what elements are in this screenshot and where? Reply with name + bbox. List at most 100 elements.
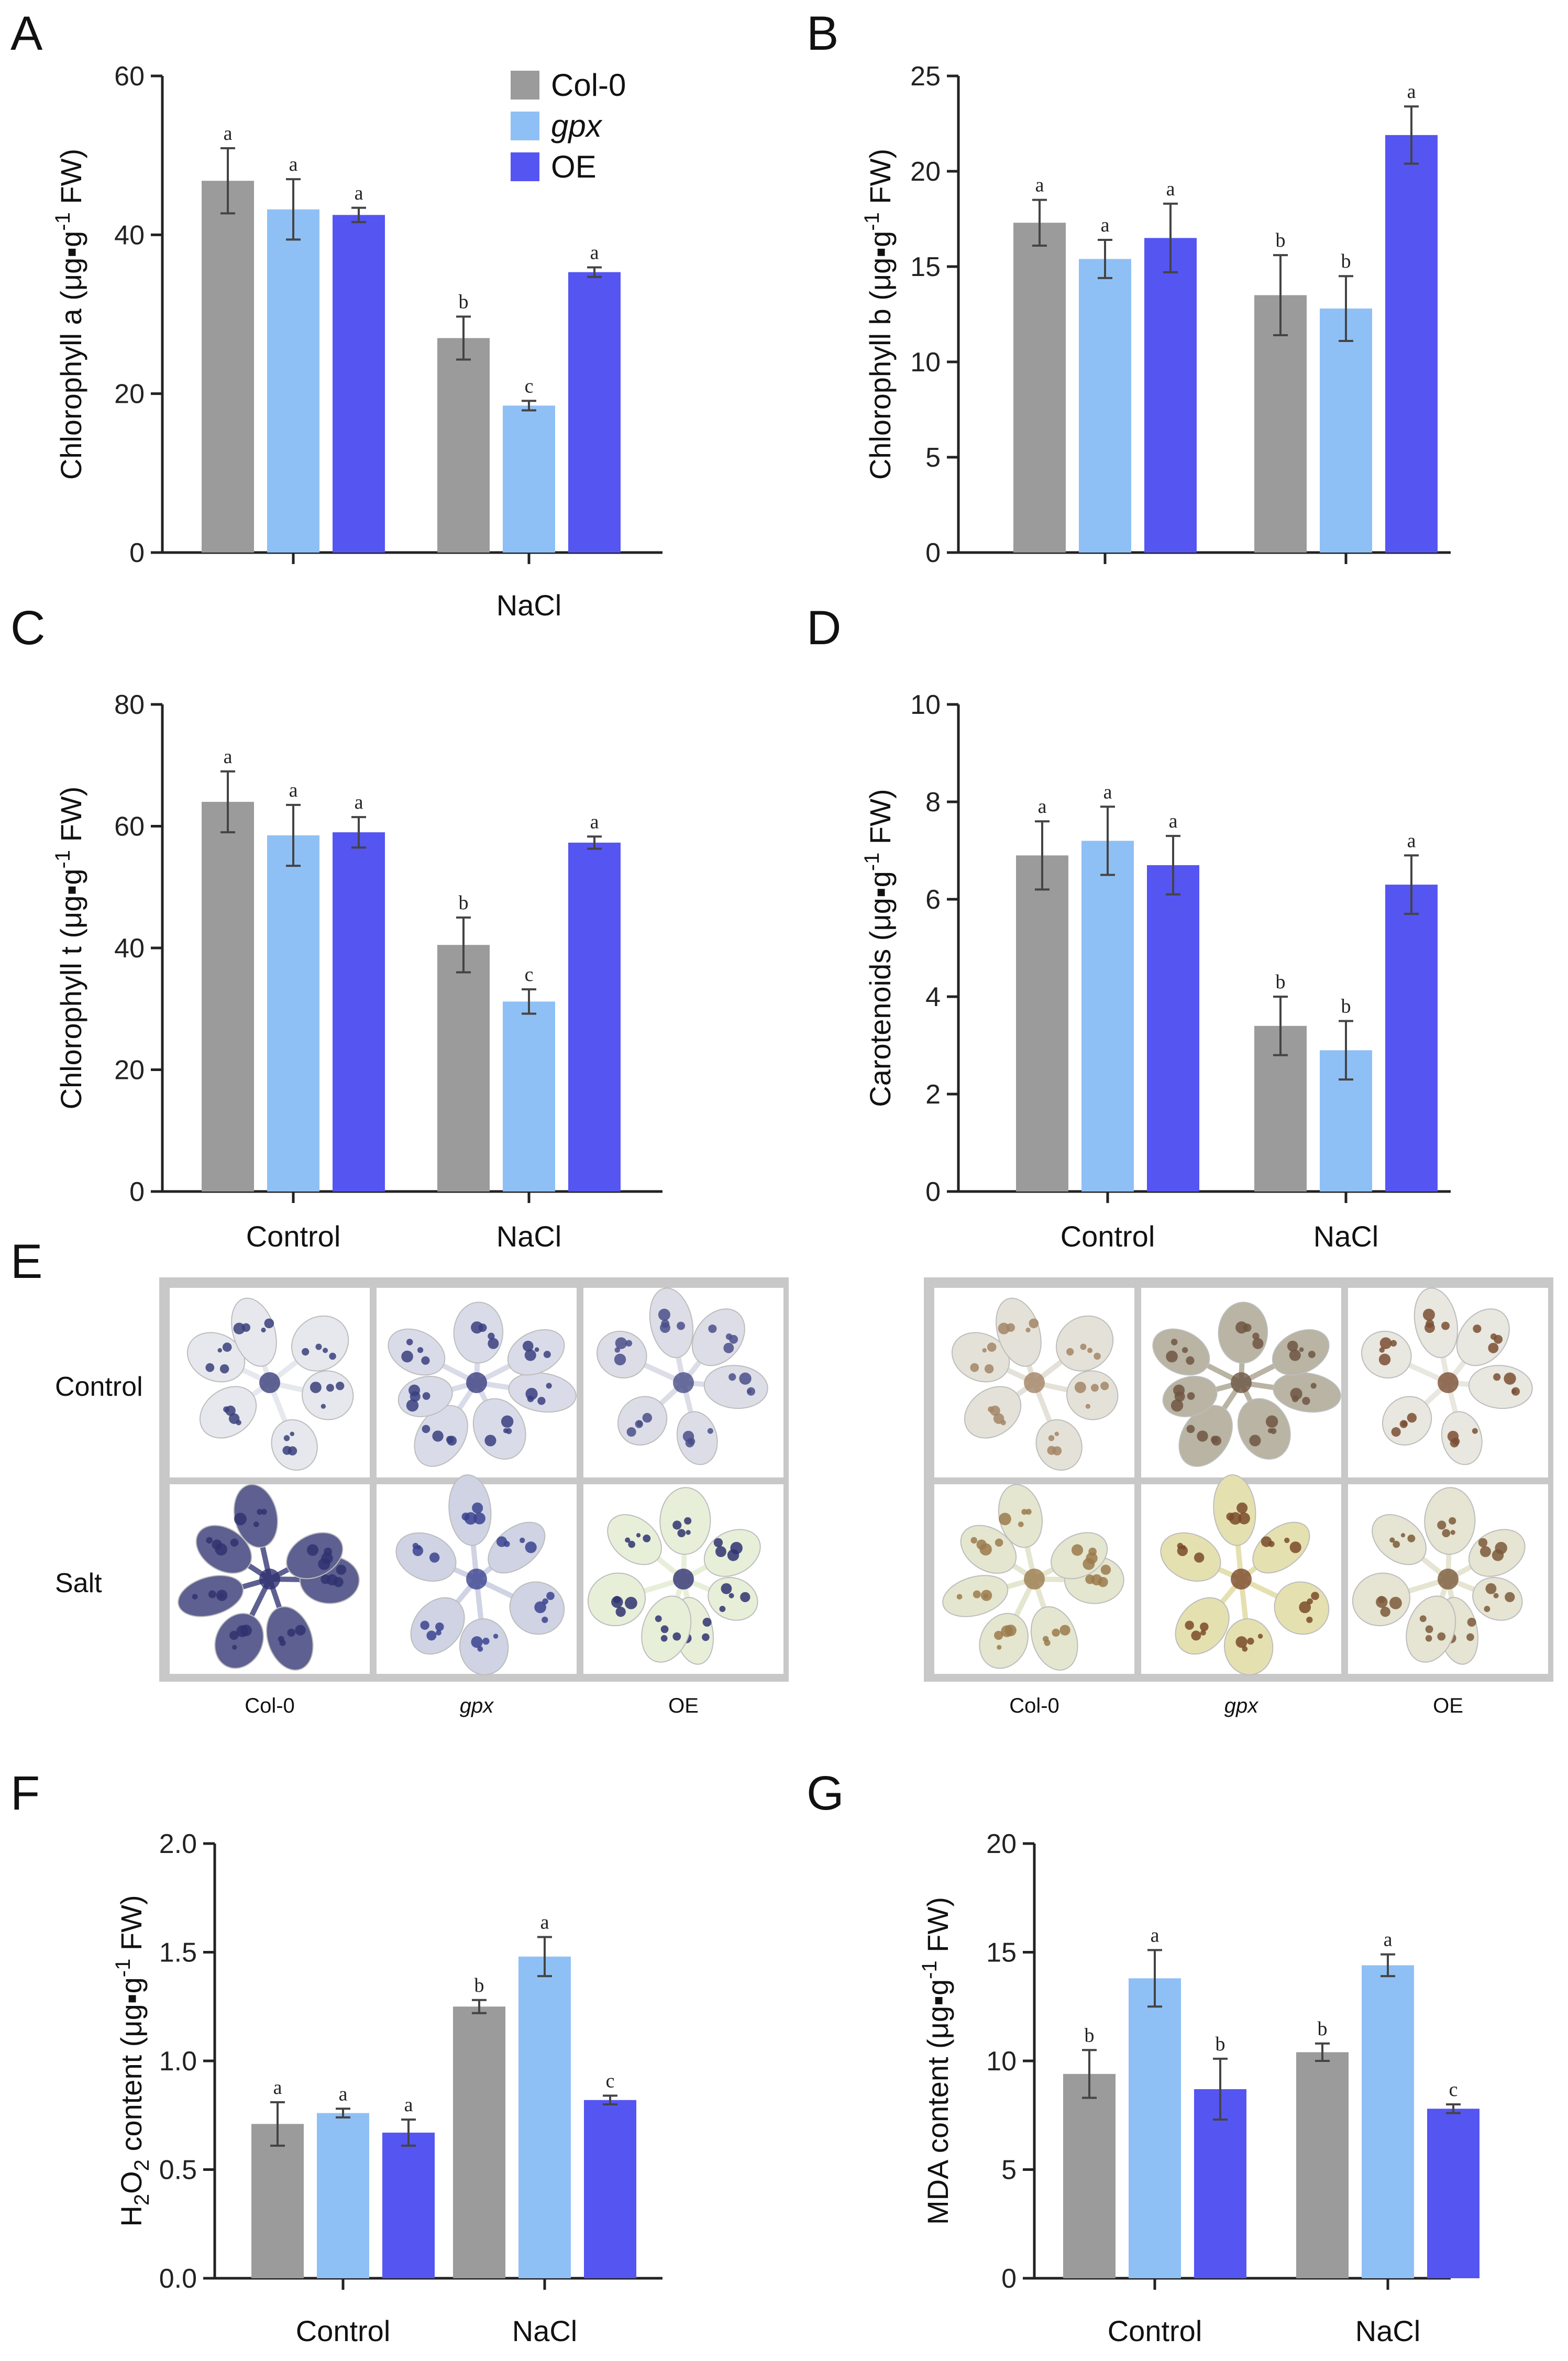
x-category-label: NaCl bbox=[496, 1220, 561, 1253]
stain-spot bbox=[1238, 1512, 1250, 1525]
stain-spot bbox=[1025, 1508, 1032, 1515]
leaf bbox=[1213, 1474, 1256, 1546]
stain-spot bbox=[473, 1512, 485, 1525]
stain-spot bbox=[1407, 1534, 1416, 1542]
leaf bbox=[507, 1329, 565, 1376]
chart-panel-f: F 0.0 0.5 1.0 1.5 2.0 Control NaCl a b a a a c H2O2 co… bbox=[10, 1767, 662, 2347]
stain-spot bbox=[336, 1382, 345, 1391]
rosette-center bbox=[1024, 1569, 1045, 1590]
stain-spot bbox=[426, 1630, 437, 1641]
stain-spot bbox=[702, 1617, 712, 1627]
stain-spot bbox=[1289, 1541, 1301, 1553]
leaf bbox=[676, 1411, 718, 1465]
stain-spot bbox=[739, 1372, 752, 1385]
stain-spot bbox=[503, 1541, 510, 1547]
stain-spot bbox=[1493, 1373, 1501, 1381]
y-tick-label: 15 bbox=[986, 1938, 1017, 1968]
stain-spot bbox=[321, 1404, 326, 1409]
stain-spot bbox=[1085, 1404, 1091, 1409]
stain-spot bbox=[702, 1633, 710, 1641]
legend-swatch bbox=[511, 71, 539, 100]
bar-col0-control bbox=[1063, 2073, 1116, 2278]
bar-col0-control bbox=[1016, 855, 1068, 1191]
stain-spot bbox=[1074, 1382, 1086, 1394]
y-tick-label: 2.0 bbox=[159, 1829, 197, 1859]
stain-spot bbox=[1377, 1596, 1385, 1604]
stain-spot bbox=[1290, 1387, 1302, 1400]
stain-spot bbox=[1307, 1598, 1313, 1605]
stain-spot bbox=[660, 1625, 669, 1634]
stain-spot bbox=[998, 1513, 1011, 1526]
stain-spot bbox=[661, 1319, 670, 1328]
y-tick-label: 20 bbox=[986, 1829, 1017, 1859]
stain-spot bbox=[1087, 1348, 1093, 1353]
panel-label-g: G bbox=[807, 1767, 844, 1820]
stain-spot bbox=[233, 1322, 245, 1334]
y-tick-label: 20 bbox=[910, 157, 941, 187]
significance-letter: a bbox=[355, 791, 363, 813]
stain-spot bbox=[970, 1537, 977, 1544]
stain-spot bbox=[1177, 1542, 1184, 1549]
y-tick-label: 8 bbox=[925, 787, 941, 818]
leaf bbox=[266, 1606, 314, 1671]
stain-spot bbox=[658, 1308, 670, 1321]
stain-spot bbox=[1419, 1615, 1427, 1623]
panel-label-d: D bbox=[807, 601, 841, 655]
stain-spot bbox=[719, 1606, 726, 1613]
stain-spot bbox=[236, 1625, 248, 1637]
panel-label-f: F bbox=[10, 1767, 40, 1820]
stain-spot bbox=[613, 1596, 621, 1604]
stain-spot bbox=[728, 1373, 736, 1381]
stain-spot bbox=[1236, 1502, 1248, 1514]
stain-spot bbox=[478, 1323, 487, 1332]
significance-letter: a bbox=[224, 746, 233, 768]
legend-swatch bbox=[511, 152, 539, 181]
x-category-label: Control bbox=[296, 2314, 391, 2347]
stain-spot bbox=[232, 1645, 237, 1650]
rosette-center bbox=[1231, 1372, 1252, 1393]
stain-spot bbox=[672, 1632, 681, 1641]
stain-spot bbox=[1054, 1431, 1059, 1437]
stain-spot bbox=[1452, 1438, 1460, 1445]
stain-spot bbox=[655, 1615, 662, 1623]
stain-spot bbox=[410, 1391, 421, 1402]
photo-caption: gpx bbox=[1224, 1694, 1259, 1717]
stain-spot bbox=[1437, 1520, 1446, 1530]
significance-letter: a bbox=[590, 811, 599, 833]
stain-spot bbox=[1001, 1625, 1013, 1637]
stain-spot bbox=[525, 1541, 537, 1553]
stain-spot bbox=[257, 1509, 263, 1515]
y-tick-label: 10 bbox=[910, 690, 941, 720]
stain-spot bbox=[1100, 1564, 1111, 1575]
leaf bbox=[1468, 1365, 1533, 1409]
stain-spot bbox=[217, 1348, 222, 1353]
bar-col0-nacl bbox=[1296, 2052, 1349, 2278]
x-category-label: NaCl bbox=[1313, 1220, 1378, 1253]
stain-spot bbox=[708, 1324, 717, 1333]
stain-spot bbox=[206, 1537, 213, 1544]
significance-letter: a bbox=[355, 182, 363, 204]
stain-spot bbox=[223, 1406, 229, 1413]
legend-swatch bbox=[511, 112, 539, 140]
stain-spot bbox=[546, 1383, 552, 1389]
stain-spot bbox=[1200, 1622, 1209, 1631]
stain-spot bbox=[973, 1590, 981, 1598]
bar-oe-nacl bbox=[1385, 135, 1438, 553]
stain-spot bbox=[323, 1348, 328, 1353]
rosette-center bbox=[1438, 1372, 1459, 1393]
stain-spot bbox=[283, 1435, 290, 1441]
stain-spot bbox=[488, 1332, 495, 1340]
stain-spot bbox=[956, 1594, 963, 1600]
stain-spot bbox=[1310, 1383, 1317, 1389]
bar-col0-nacl bbox=[1254, 295, 1307, 553]
stain-spot bbox=[472, 1502, 483, 1514]
stain-spot bbox=[1287, 1340, 1298, 1352]
stain-spot bbox=[261, 1508, 267, 1515]
y-tick-label: 60 bbox=[114, 61, 145, 92]
stain-spot bbox=[278, 1636, 284, 1642]
stain-spot bbox=[435, 1622, 444, 1631]
stain-spot bbox=[436, 1630, 441, 1636]
stain-spot bbox=[310, 1382, 322, 1394]
stain-spot bbox=[1025, 1327, 1031, 1333]
